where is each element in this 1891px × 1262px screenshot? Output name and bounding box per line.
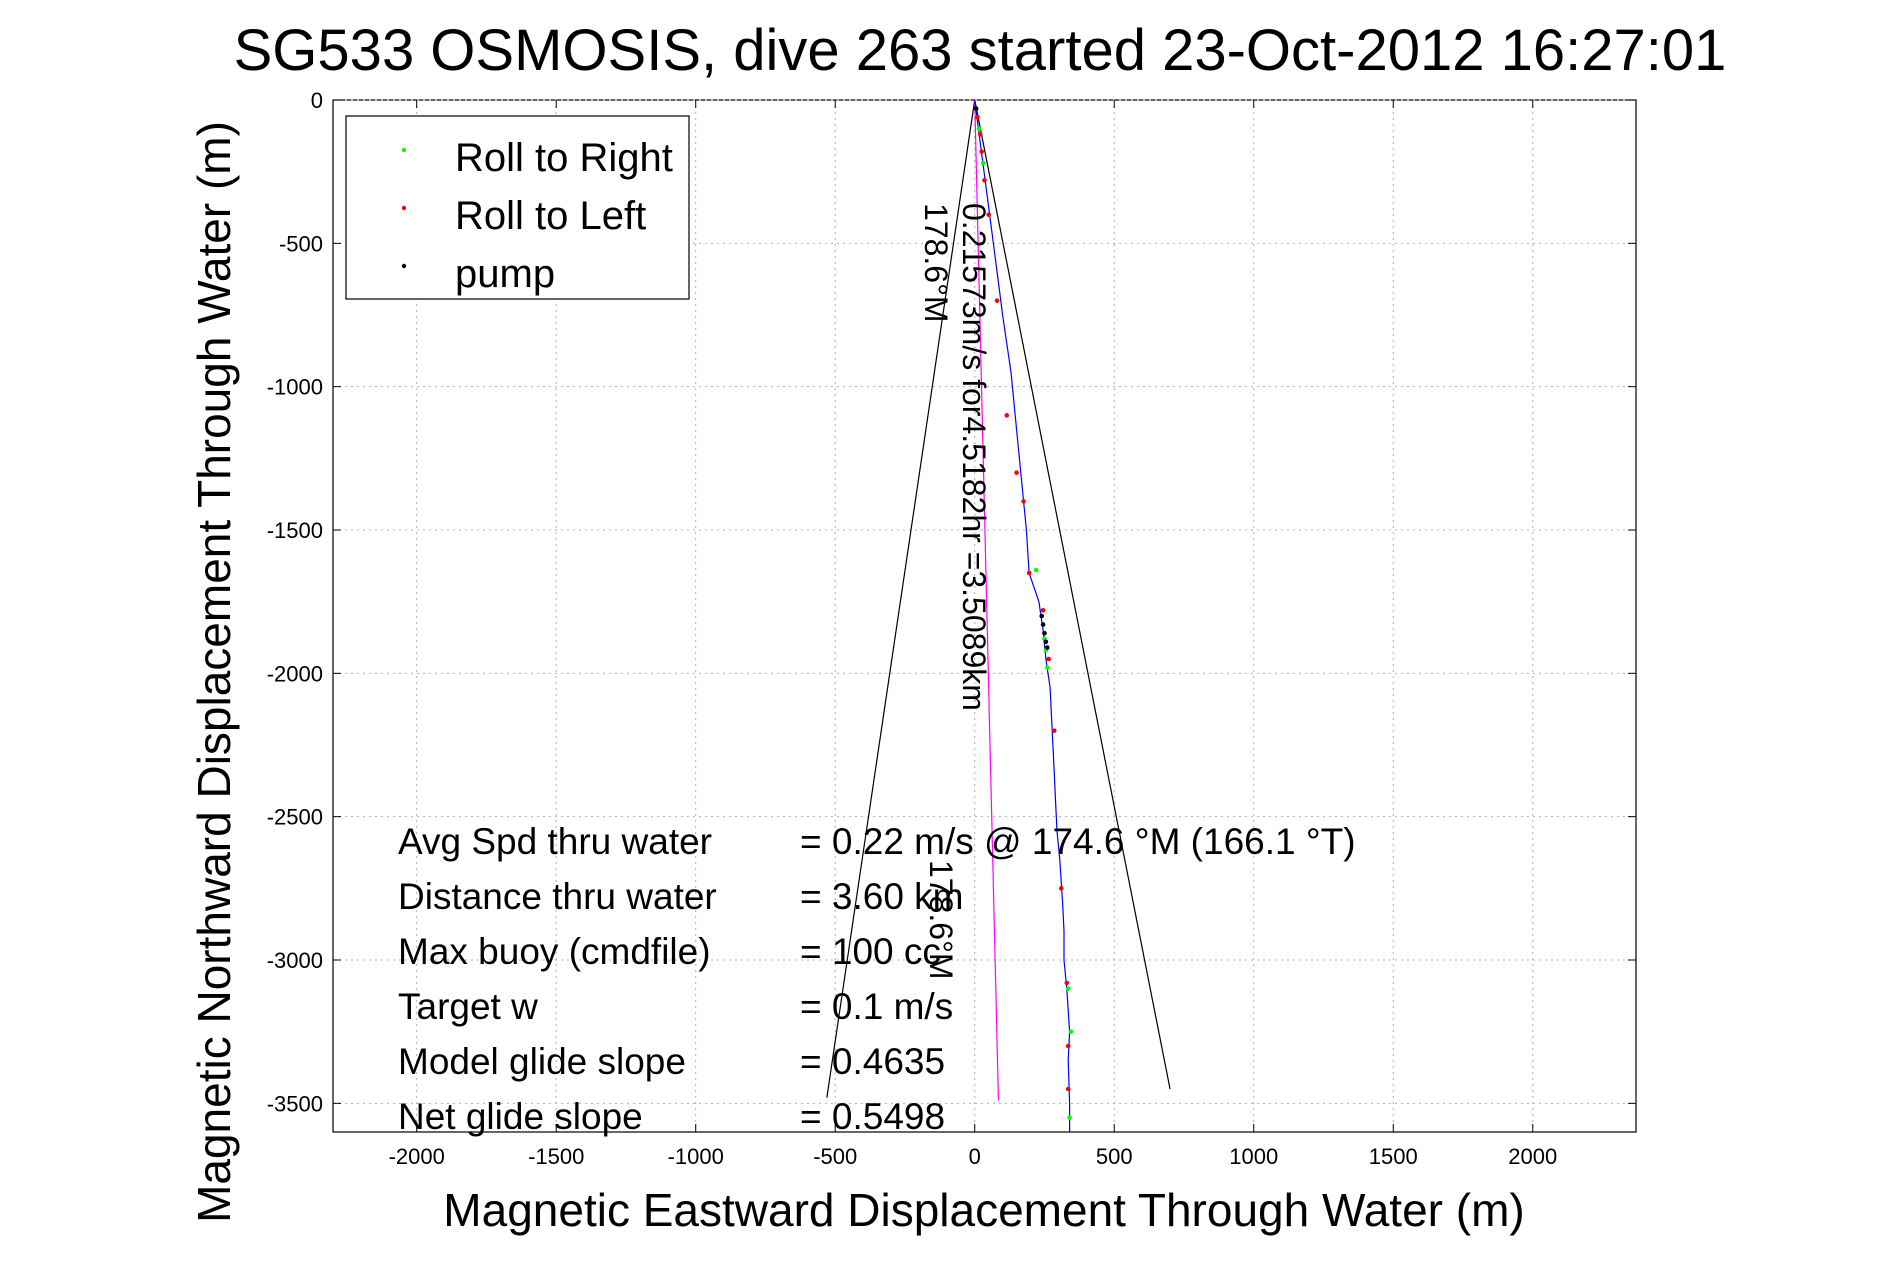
chart-title: SG533 OSMOSIS, dive 263 started 23-Oct-2… [234,18,1727,83]
roll-left-point [1065,1086,1071,1092]
heading-lines [826,99,1171,1101]
legend-label-pump: pump [455,252,555,296]
roll-right-point [1065,986,1071,991]
roll-left-point [978,132,983,137]
pump-point [1044,645,1050,650]
roll-right-point [1068,1029,1074,1034]
x-axis-ticks: -2000 -1500 -1000 -500 0 500 1000 1500 2000 [389,100,1557,1169]
legend-marker-roll-left [401,205,407,211]
line-cone-right [974,99,1171,1090]
y-tick-label: -2500 [267,805,323,830]
y-axis-ticks: 0 -500 -1000 -1500 -2000 -2500 -3000 -3500 [267,88,1636,1116]
heading-lower-label: 178.6°M [923,860,959,980]
roll-right-point [976,126,982,131]
summary-value-avg-speed: = 0.22 m/s @ 174.6 °M (166.1 °T) [800,821,1356,862]
x-tick-label: 1000 [1229,1144,1278,1169]
x-tick-label: -500 [813,1144,857,1169]
roll-left-point [975,114,980,120]
legend-label-roll-right: Roll to Right [455,136,673,180]
x-tick-label: -2000 [389,1144,445,1169]
heading-upper-label: 178.6°M [918,203,954,323]
summary-label-model-glide: Model glide slope [398,1041,686,1082]
y-tick-label: -1500 [267,518,323,543]
pump-point [1043,639,1049,645]
roll-right-point [1033,567,1039,573]
summary-label-max-buoy: Max buoy (cmdfile) [398,931,711,972]
pump-point [973,106,979,111]
y-tick-label: -1000 [267,375,323,400]
summary-label-distance: Distance thru water [398,876,717,917]
pump-point [1042,630,1047,636]
x-tick-label: 2000 [1508,1144,1557,1169]
summary-value-max-buoy: = 100 cc [800,931,941,972]
roll-right-point [1067,1115,1072,1120]
x-tick-label: 1500 [1369,1144,1418,1169]
y-tick-label: -3000 [267,948,323,973]
roll-left-point [1058,886,1064,891]
summary-value-model-glide: = 0.4635 [800,1041,945,1082]
pump-point [1040,622,1046,627]
legend-marker-roll-right [401,147,407,153]
roll-left-point [1040,607,1046,613]
x-tick-label: 0 [969,1144,981,1169]
summary-label-target-w: Target w [398,986,538,1027]
y-tick-label: 0 [311,88,323,113]
x-tick-label: 500 [1096,1144,1133,1169]
roll-left-point [994,298,1000,303]
roll-right-point [1044,665,1050,670]
roll-left-point [1051,728,1057,733]
roll-left-point [1014,470,1019,475]
roll-left-point [1064,980,1070,986]
roll-left-point [1065,1043,1071,1049]
roll-left-point [1004,413,1010,418]
legend-marker-pump [401,263,407,269]
x-tick-label: -1000 [668,1144,724,1169]
glider-track [974,99,1071,1132]
roll-left-point [982,177,987,183]
roll-left-point [986,212,991,217]
roll-left-point [979,149,985,154]
pump-point [1039,613,1044,619]
y-axis-label: Magnetic Northward Displacement Through … [188,121,240,1223]
x-axis-label: Magnetic Eastward Displacement Through W… [443,1184,1524,1236]
summary-value-distance: = 3.60 km [800,876,964,917]
roll-left-point [1026,570,1032,576]
y-tick-label: -2000 [267,661,323,686]
x-tick-label: -1500 [528,1144,584,1169]
line-cone-left [826,99,976,1098]
y-tick-label: -3500 [267,1091,323,1116]
legend-label-roll-left: Roll to Left [455,194,646,238]
roll-left-point [1021,499,1026,504]
speed-distance-label: 0.21573m/s for4.5182hr =3.5089km [956,203,992,711]
track-group [974,99,1071,1132]
roll-right-point [980,160,986,166]
summary-value-net-glide: = 0.5498 [800,1096,945,1137]
y-tick-label: -500 [279,231,323,256]
legend: Roll to Right Roll to Left pump [345,115,690,300]
roll-left-point [1046,656,1051,662]
summary-value-target-w: = 0.1 m/s [800,986,953,1027]
line-mean-heading [974,99,1000,1101]
data-points [973,106,1074,1120]
summary-label-avg-speed: Avg Spd thru water [398,821,712,862]
summary-block: Avg Spd thru water = 0.22 m/s @ 174.6 °M… [398,821,1356,1137]
summary-label-net-glide: Net glide slope [398,1096,643,1137]
